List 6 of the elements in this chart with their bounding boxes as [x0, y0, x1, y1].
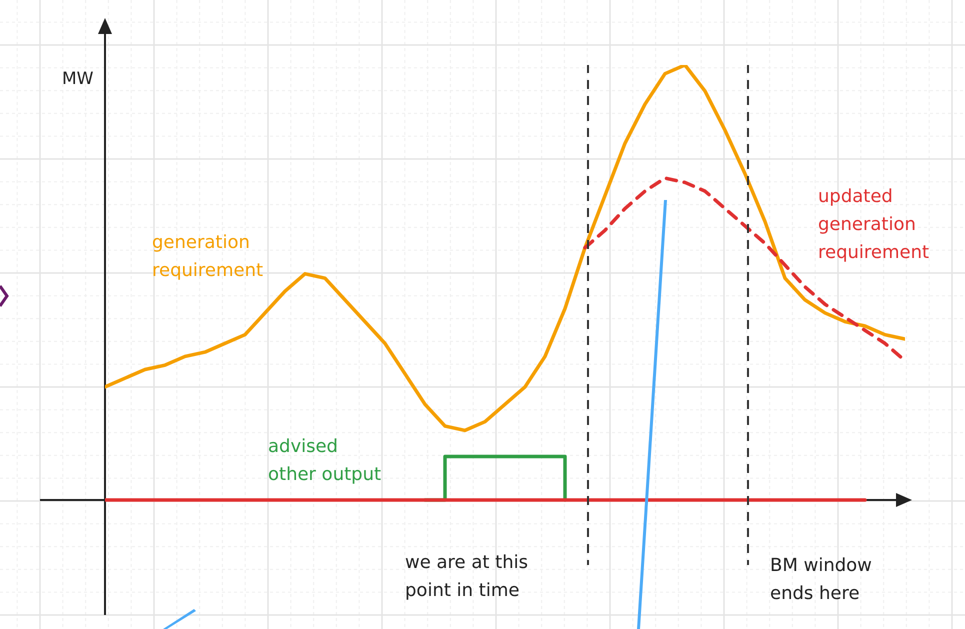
series-label: updated generation requirement [818, 186, 930, 263]
text: advised other output [268, 436, 382, 485]
series-label: generation requirement [152, 232, 264, 281]
text: we are at this point in time [405, 552, 528, 601]
y-axis-title: MW [62, 69, 94, 89]
text: BM window ends here [770, 555, 872, 604]
